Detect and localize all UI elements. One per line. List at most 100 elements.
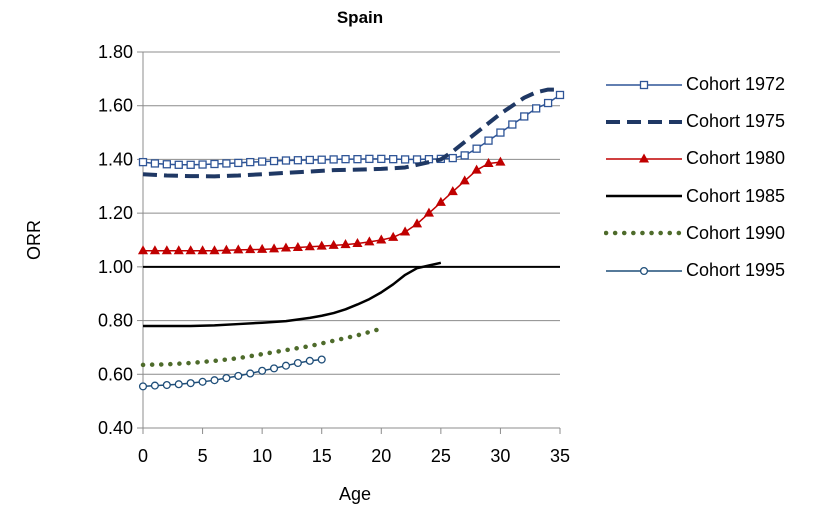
legend-marker [638,153,650,163]
data-point [246,157,255,167]
data-point [447,186,458,196]
data-point [270,364,279,373]
data-point [555,90,565,100]
legend-item: Cohort 1980 [604,140,814,177]
data-point [412,155,422,164]
data-point [221,244,232,254]
data-point [328,239,339,249]
data-point [280,242,292,252]
data-point [162,380,171,390]
axes [137,51,561,434]
y-tick-label: 0.80 [98,311,133,331]
y-tick-label: 1.80 [98,42,133,62]
legend-swatch [606,266,682,275]
data-point [329,155,338,164]
data-point [520,112,529,121]
data-point [484,136,493,145]
legend-item: Cohort 1990 [604,215,814,252]
x-axis-label: Age [339,484,371,504]
x-tick-label: 20 [371,446,391,466]
chart-title: Spain [336,8,384,27]
data-point [543,98,553,108]
data-point [281,361,291,370]
data-point [257,157,267,166]
data-point [269,156,279,166]
y-tick-label: 1.20 [98,203,133,223]
x-tick-label: 5 [198,446,208,466]
y-axis-label: ORR [24,220,44,260]
data-point [305,356,314,365]
data-point [389,155,398,164]
data-point [162,160,171,169]
series-line [142,87,560,179]
legend-swatch [604,231,684,236]
data-point [210,159,219,169]
data-point [460,151,469,160]
legend-marker [639,266,649,275]
legend-swatch [606,153,682,163]
data-point [304,241,315,251]
legend-label: Cohort 1990 [686,222,786,243]
legend-label: Cohort 1975 [686,111,786,132]
data-point [258,366,267,375]
series-0 [138,90,565,169]
data-point [364,236,375,246]
data-point [376,234,387,244]
data-point [246,369,255,378]
series-layer [137,87,565,391]
data-point [173,245,184,255]
legend-label: Cohort 1972 [686,74,786,95]
legend-label: Cohort 1995 [686,260,786,281]
data-point [341,155,350,164]
legend-swatch [606,80,682,89]
data-point [150,159,160,168]
data-point [174,160,183,169]
tick-labels: 0.40 0.60 0.80 1.00 1.20 1.40 1.60 1.80 0 5 10 15 20… [98,42,570,466]
data-point [292,241,303,252]
legend-label: Cohort 1980 [686,148,786,169]
data-point [210,376,219,385]
data-point [138,157,148,167]
legend-item: Cohort 1985 [604,178,814,215]
data-point [317,155,326,164]
data-point [198,377,207,386]
data-point [149,245,160,255]
x-tick-label: 15 [312,446,332,466]
legend-swatch [606,194,682,198]
data-point [137,245,149,255]
data-point [411,218,423,228]
x-tick-label: 30 [490,446,510,466]
data-point [234,371,243,380]
y-tick-label: 0.40 [98,418,133,438]
y-tick-label: 1.00 [98,257,133,277]
data-point [305,155,314,165]
data-point [197,245,208,255]
data-point [269,243,280,253]
data-point [496,128,505,137]
data-point [233,244,244,254]
legend-item: Cohort 1972 [604,66,814,103]
data-point [471,164,482,174]
data-point [532,104,541,113]
legend-item: Cohort 1995 [604,252,814,289]
y-tick-label: 1.40 [98,149,133,169]
data-point [352,237,363,247]
series-line [143,261,442,328]
data-point [435,196,446,206]
data-point [150,381,159,390]
data-point [400,226,411,236]
data-point [317,355,326,364]
data-point [508,120,517,129]
data-point [281,156,291,165]
legend-item: Cohort 1975 [604,103,814,140]
data-point [186,379,195,388]
legend-swatch [606,119,682,124]
data-point [400,155,410,164]
x-tick-label: 10 [252,446,272,466]
series-2 [137,156,506,255]
x-tick-label: 25 [431,446,451,466]
x-tick-label: 35 [550,446,570,466]
data-point [388,231,399,241]
data-point [209,245,220,255]
series-1 [142,87,560,179]
